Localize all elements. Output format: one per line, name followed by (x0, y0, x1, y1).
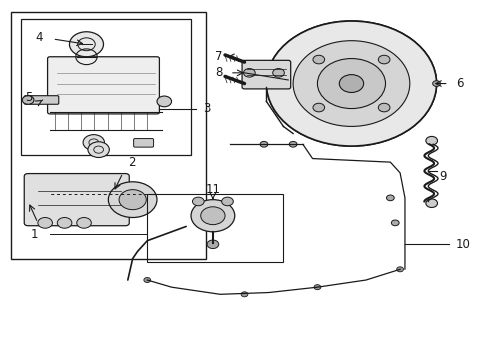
FancyBboxPatch shape (242, 60, 290, 89)
Circle shape (192, 197, 203, 206)
Circle shape (378, 103, 389, 112)
Circle shape (241, 292, 247, 297)
Circle shape (221, 197, 233, 206)
Text: 9: 9 (438, 170, 446, 183)
Circle shape (69, 32, 103, 57)
Bar (147, 194, 283, 262)
Text: 8: 8 (215, 66, 222, 79)
Circle shape (317, 59, 385, 109)
Circle shape (378, 55, 389, 64)
Circle shape (119, 190, 146, 210)
Circle shape (108, 182, 157, 217)
Circle shape (191, 200, 234, 232)
Circle shape (266, 21, 436, 146)
Circle shape (260, 141, 267, 147)
FancyBboxPatch shape (24, 96, 59, 104)
Text: 7: 7 (215, 50, 222, 63)
Circle shape (38, 217, 52, 228)
Circle shape (339, 75, 363, 93)
Circle shape (386, 195, 393, 201)
Circle shape (143, 278, 150, 283)
Text: 4: 4 (35, 31, 42, 44)
Bar (21, 19, 191, 155)
Circle shape (83, 135, 104, 150)
Circle shape (272, 68, 284, 77)
Circle shape (396, 267, 403, 272)
Circle shape (22, 96, 34, 104)
Circle shape (313, 285, 320, 290)
Circle shape (88, 142, 109, 157)
Bar (11, 12, 205, 258)
Text: 2: 2 (127, 156, 135, 169)
Text: 6: 6 (455, 77, 463, 90)
FancyBboxPatch shape (47, 57, 159, 114)
Circle shape (243, 68, 255, 77)
Text: 11: 11 (205, 183, 220, 196)
Circle shape (312, 103, 324, 112)
Circle shape (157, 96, 171, 107)
Circle shape (425, 136, 437, 145)
Text: 1: 1 (31, 228, 38, 241)
Circle shape (390, 220, 398, 226)
FancyBboxPatch shape (24, 174, 129, 226)
Circle shape (57, 217, 72, 228)
Circle shape (312, 55, 324, 64)
Text: 5: 5 (25, 91, 33, 104)
Circle shape (206, 240, 218, 249)
Text: 3: 3 (203, 102, 210, 115)
Circle shape (425, 199, 437, 207)
Circle shape (432, 81, 440, 86)
Circle shape (288, 141, 296, 147)
FancyBboxPatch shape (133, 139, 153, 147)
Circle shape (201, 207, 224, 225)
Circle shape (77, 217, 91, 228)
Circle shape (292, 41, 409, 126)
Text: 10: 10 (455, 238, 470, 251)
